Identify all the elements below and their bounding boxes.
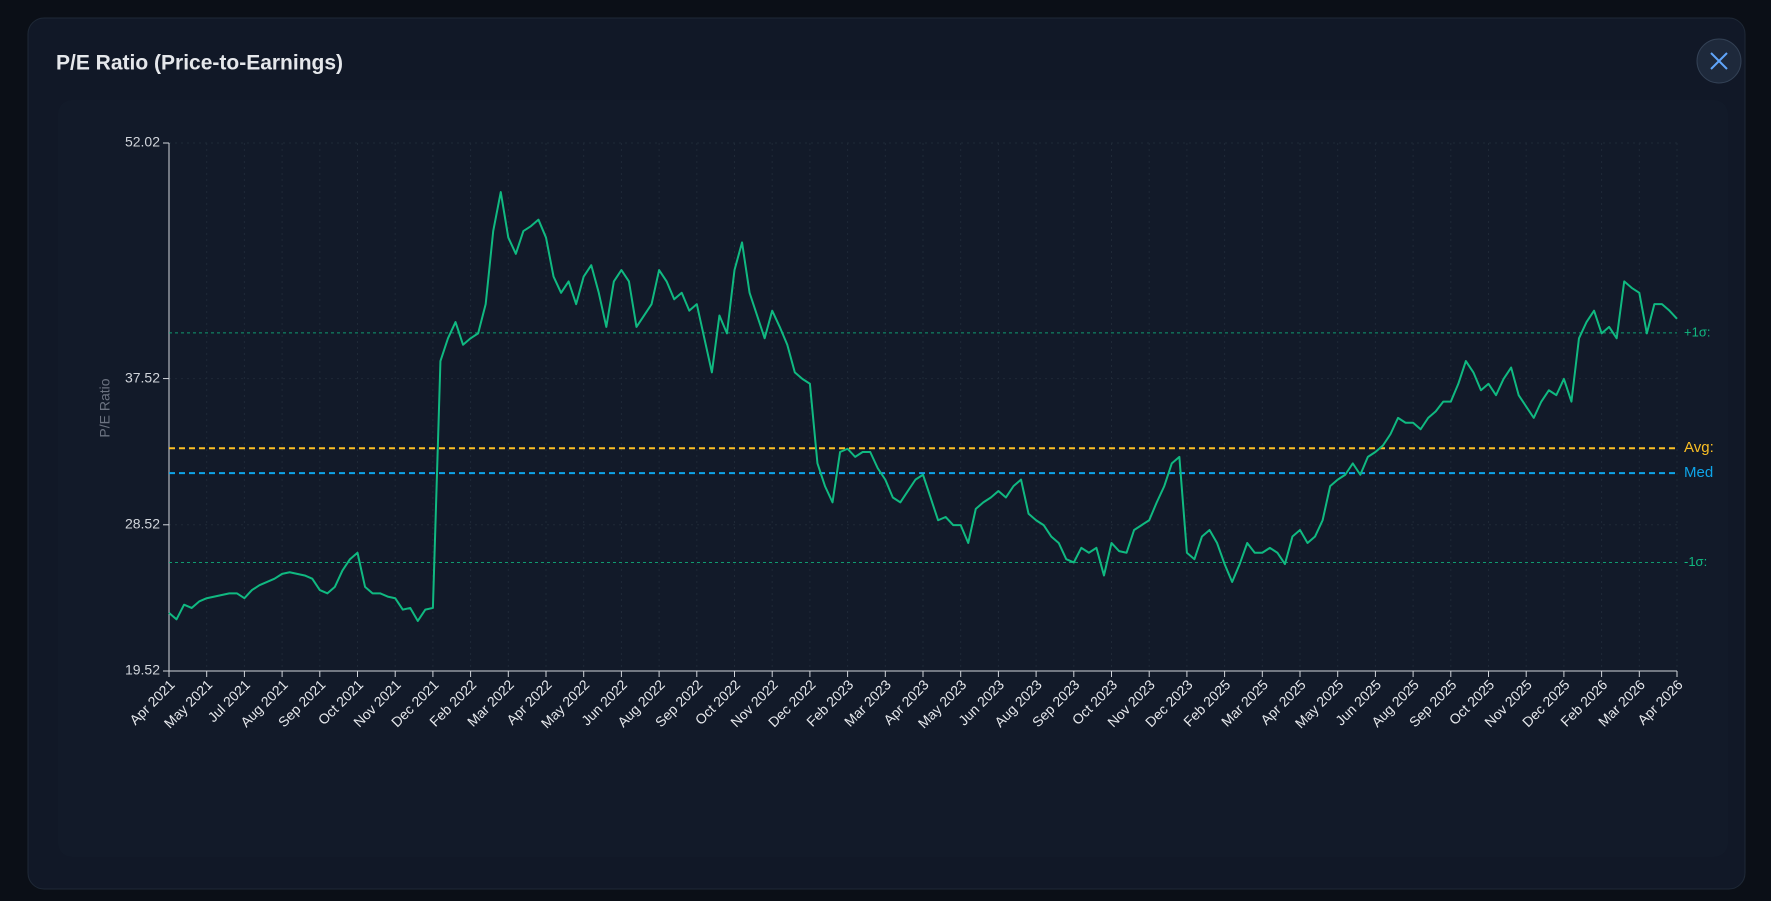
y-tick-label: 37.52 xyxy=(125,369,160,385)
modal-title: P/E Ratio (Price-to-Earnings) xyxy=(56,52,343,75)
close-button[interactable] xyxy=(1696,38,1742,84)
y-axis-label: P/E Ratio xyxy=(97,378,113,437)
reference-label: +1σ: xyxy=(1684,324,1710,339)
close-icon[interactable] xyxy=(1710,52,1728,70)
pe-line xyxy=(168,191,1678,622)
reference-lines: +1σ: Avg: Med -1σ: xyxy=(169,324,1714,569)
chart-panel xyxy=(58,100,1728,857)
y-tick-label: 28.52 xyxy=(125,515,160,531)
y-tick-label: 52.02 xyxy=(125,134,160,150)
reference-label: Med xyxy=(1684,464,1713,481)
y-tick-label: 19.52 xyxy=(125,662,160,678)
reference-label: Avg: xyxy=(1684,439,1714,456)
reference-label: -1σ: xyxy=(1684,554,1707,569)
